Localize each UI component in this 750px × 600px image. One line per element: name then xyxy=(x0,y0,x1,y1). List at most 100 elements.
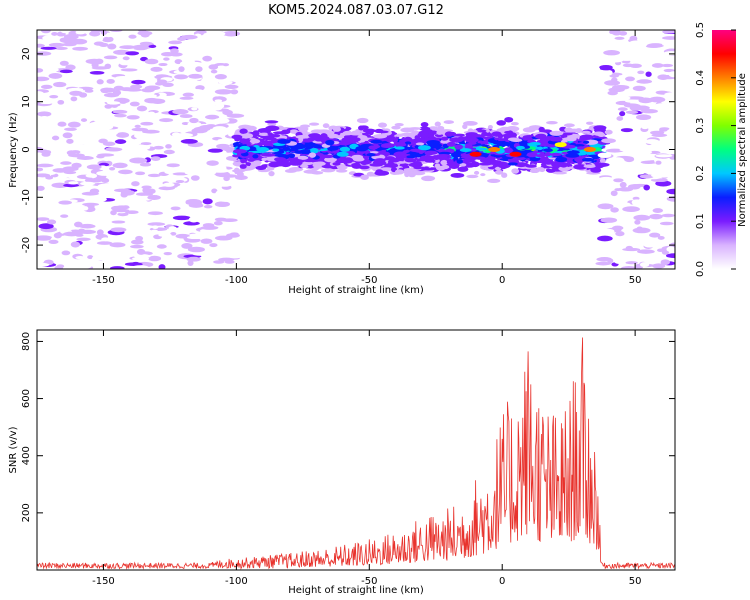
spectrogram-cell xyxy=(106,101,121,105)
spectrogram-cell xyxy=(544,151,552,157)
spectrogram-cell xyxy=(492,141,504,145)
spectrogram-cell xyxy=(622,54,641,59)
spectrogram-cell xyxy=(120,191,128,198)
spectrogram-cell xyxy=(369,163,384,167)
snr-panel: -150 -100 -50 0 50 200 400 600 800 Height of st… xyxy=(8,329,676,596)
spectrogram-cell xyxy=(662,30,675,34)
spectrogram-cell xyxy=(608,104,616,109)
spectrogram-cell xyxy=(37,91,45,97)
spectrogram-cell xyxy=(62,132,73,139)
spectrogram-cell xyxy=(37,194,51,199)
spectrogram-cell xyxy=(96,245,110,250)
spectrogram-cell xyxy=(65,208,76,213)
spectrogram-cell xyxy=(336,165,348,170)
spectrogram-cell xyxy=(93,197,103,203)
spectrogram-cell xyxy=(159,86,177,92)
spectrogram-cell xyxy=(627,139,638,145)
spectrogram-cell xyxy=(48,42,65,47)
spectrogram-cell xyxy=(637,70,645,75)
spectrogram-cell xyxy=(487,156,496,161)
spectrogram-cell xyxy=(75,30,86,35)
spectrogram-cell xyxy=(159,200,176,205)
spectrogram-cell xyxy=(644,139,660,145)
spectrogram-cell xyxy=(175,179,185,184)
spectrogram-cell xyxy=(191,107,198,111)
spectrogram-cell xyxy=(341,137,352,143)
spectrogram-cell xyxy=(52,141,71,146)
spectrogram-cell xyxy=(62,42,77,47)
spectrogram-cell xyxy=(37,68,44,73)
y-tick-label: -20 xyxy=(21,237,32,253)
spectrogram-cell xyxy=(343,159,353,163)
spectrogram-cell xyxy=(653,158,664,162)
spectrogram-cell xyxy=(400,153,408,158)
spectrogram-cell xyxy=(504,142,510,146)
spectrogram-cell xyxy=(419,132,428,138)
spectrogram-cell xyxy=(239,128,248,134)
colorbar-tick-label: 0.0 xyxy=(695,261,706,277)
spectrogram-cell xyxy=(325,139,335,146)
figure-title: KOM5.2024.087.03.07.G12 xyxy=(268,3,444,18)
spectrogram-cell xyxy=(308,152,317,158)
colorbar-tick-label: 0.5 xyxy=(695,22,706,38)
spectrogram-cell xyxy=(37,76,50,82)
spectrogram-cell xyxy=(114,188,131,193)
spectrogram-cell xyxy=(359,144,371,149)
spectrogram-cell xyxy=(59,37,73,43)
spectrogram-cell xyxy=(640,160,657,164)
spectrogram-cell xyxy=(466,174,479,179)
spectrogram-cell xyxy=(636,30,647,34)
spectrogram-cell xyxy=(95,265,102,269)
spectrogram-cell xyxy=(507,162,518,166)
spectrogram-cell xyxy=(641,156,656,160)
spectrogram-cell xyxy=(294,150,303,154)
spectrogram-cell xyxy=(37,163,54,168)
spectrogram-cell xyxy=(101,177,110,184)
spectrogram-cell xyxy=(103,55,118,60)
spectrogram-cell xyxy=(156,244,167,249)
spectrogram-cell xyxy=(622,247,641,252)
spectrogram-cell xyxy=(581,157,595,162)
spectrogram-cell xyxy=(224,260,235,264)
spectrogram-cell xyxy=(227,58,245,64)
spectrogram-cell xyxy=(663,99,673,105)
spectrogram-cell xyxy=(475,147,488,151)
spectrogram-cell xyxy=(218,211,237,216)
spectrogram-cell xyxy=(637,150,650,155)
spectrogram-cell xyxy=(436,130,444,135)
spectrogram-cell xyxy=(203,75,218,81)
spectrogram-cell xyxy=(619,96,631,100)
spectrogram-cell xyxy=(636,226,643,232)
spectrogram-cell xyxy=(451,152,461,158)
spectrogram-cell xyxy=(617,107,628,112)
spectrogram-cell xyxy=(238,124,252,130)
spectrogram-cell xyxy=(640,109,658,114)
spectrogram-cell xyxy=(93,41,105,46)
spectrogram-cell xyxy=(647,189,654,195)
spectrogram-cell xyxy=(415,142,425,146)
spectrogram-cell xyxy=(186,256,201,262)
spectrogram-cell xyxy=(597,203,614,210)
spectrogram-cell xyxy=(104,251,112,256)
spectrogram-cell xyxy=(71,162,82,169)
spectrogram-cell xyxy=(214,171,229,176)
spectrogram-cell xyxy=(594,162,610,167)
spectrogram-cell xyxy=(147,194,161,201)
spectrogram-cell xyxy=(434,121,441,127)
spectrogram-cell xyxy=(501,172,508,178)
spectrogram-cell xyxy=(110,205,122,211)
spectrogram-cell xyxy=(253,160,262,165)
spectrogram-cell xyxy=(222,109,233,116)
spectrogram-cell xyxy=(277,139,291,144)
spectrogram-cell xyxy=(201,77,208,83)
spectrogram-cell xyxy=(115,76,131,80)
spectrogram-cell xyxy=(87,126,97,132)
spectrogram-cell xyxy=(649,213,663,220)
spectrogram-cell xyxy=(420,121,429,128)
spectrogram-cell xyxy=(147,255,162,262)
spectrogram-cell xyxy=(148,44,157,49)
spectrogram-cell xyxy=(655,160,662,165)
spectrogram-cell xyxy=(496,120,507,126)
spectrogram-xlabel: Height of straight line (km) xyxy=(288,285,424,296)
spectrogram-cell xyxy=(583,147,596,152)
